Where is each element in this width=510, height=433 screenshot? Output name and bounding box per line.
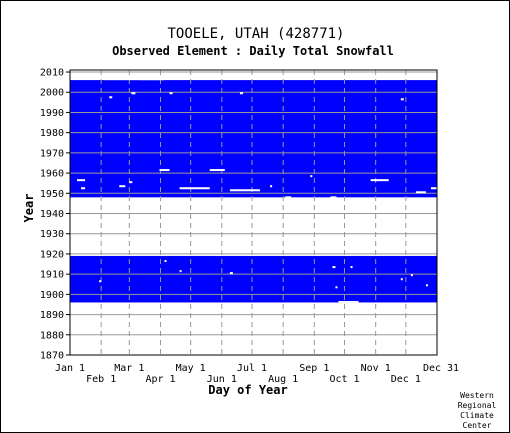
missing-data-mark-24: [350, 266, 353, 269]
missing-data-mark-18: [310, 175, 313, 178]
missing-data-mark-14: [370, 179, 389, 182]
y-tick-label-1990: 1990: [40, 108, 64, 119]
y-tick-label-1940: 1940: [40, 209, 64, 220]
x-tick-label-mar-1: Mar 1: [114, 363, 144, 374]
y-tick-label-1960: 1960: [40, 169, 64, 180]
x-tick-labels: Jan 1 Mar 1 May 1 Jul 1 Sep 1 Nov 1 Dec 31 Feb …: [55, 363, 459, 385]
missing-data-mark-17: [415, 191, 426, 194]
x-tick-label-sep-1: Sep 1: [299, 363, 329, 374]
missing-data-mark-23: [332, 266, 336, 269]
missing-data-mark-1: [139, 78, 165, 81]
x-tick-label-apr-1: Apr 1: [145, 374, 175, 385]
x-tick-label-may-1: May 1: [176, 363, 206, 374]
observed-period-1: [70, 255, 437, 303]
y-tick-label-1880: 1880: [40, 330, 64, 341]
y-tick-label-1970: 1970: [40, 148, 64, 159]
missing-data-mark-28: [410, 274, 413, 277]
missing-data-mark-3: [131, 92, 136, 95]
chart-subtitle: Observed Element : Daily Total Snowfall: [112, 44, 394, 58]
credit-line-1: Western: [460, 391, 494, 400]
missing-data-mark-19: [270, 185, 273, 188]
y-tick-label-1910: 1910: [40, 270, 64, 281]
y-tick-label-1930: 1930: [40, 229, 64, 240]
y-tick-label-1950: 1950: [40, 189, 64, 200]
missing-data-mark-11: [179, 187, 210, 190]
missing-data-mark-29: [425, 284, 428, 287]
x-tick-label-aug-1: Aug 1: [268, 374, 298, 385]
missing-data-mark-9: [129, 181, 133, 184]
y-tick-label-1980: 1980: [40, 128, 64, 139]
y-tick-label-1870: 1870: [40, 351, 64, 362]
x-tick-label-jul-1: Jul 1: [237, 363, 267, 374]
plot-border: [69, 69, 438, 356]
missing-data-mark-12: [229, 189, 261, 192]
missing-data-mark-4: [239, 92, 243, 95]
missing-data-mark-15: [81, 187, 86, 190]
credit-line-4: Center: [463, 421, 492, 430]
x-tick-label-jan-1: Jan 1: [55, 363, 85, 374]
missing-data-mark-6: [400, 98, 404, 101]
y-axis-label: Year: [22, 194, 36, 223]
axes: [66, 69, 438, 356]
missing-data-mark-2: [169, 92, 173, 95]
missing-data-mark-32: [229, 272, 233, 275]
y-tick-labels: 2010 2000 1990 1980 1970 1960 1950 1940 1930 1920…: [40, 68, 64, 362]
y-tick-label-2010: 2010: [40, 68, 64, 79]
x-tick-label-nov-1: Nov 1: [361, 363, 391, 374]
chart-title: TOOELE, UTAH (428771): [167, 26, 344, 42]
x-tick-label-dec-1: Dec 1: [391, 374, 421, 385]
missing-data-mark-5: [109, 96, 113, 99]
missing-data-mark-20: [330, 196, 337, 198]
missing-data-mark-8: [159, 169, 170, 172]
data-gaps: [77, 78, 437, 303]
credit-line-3: Climate: [460, 411, 494, 420]
missing-data-mark-7: [209, 169, 225, 172]
y-tick-label-1890: 1890: [40, 310, 64, 321]
x-tick-label-oct-1: Oct 1: [329, 374, 359, 385]
missing-data-mark-0: [104, 78, 165, 81]
missing-data-mark-25: [164, 260, 167, 263]
x-tick-label-feb-1: Feb 1: [86, 374, 116, 385]
missing-data-mark-21: [285, 196, 292, 198]
missing-data-mark-22: [338, 301, 359, 303]
x-tick-label-jun-1: Jun 1: [207, 374, 237, 385]
missing-data-mark-27: [99, 280, 102, 283]
x-axis-label: Day of Year: [208, 383, 287, 397]
missing-data-mark-10: [119, 185, 126, 188]
y-tick-label-1900: 1900: [40, 290, 64, 301]
credit-block: Western Regional Climate Center: [458, 391, 497, 430]
missing-data-mark-31: [400, 278, 403, 281]
credit-line-2: Regional: [458, 401, 497, 410]
missing-data-mark-26: [179, 270, 182, 273]
x-tick-label-dec-31: Dec 31: [423, 363, 459, 374]
y-tick-label-2000: 2000: [40, 88, 64, 99]
y-tick-label-1920: 1920: [40, 249, 64, 260]
missing-data-mark-16: [430, 187, 437, 190]
missing-data-mark-30: [335, 286, 338, 289]
missing-data-mark-13: [77, 179, 86, 182]
